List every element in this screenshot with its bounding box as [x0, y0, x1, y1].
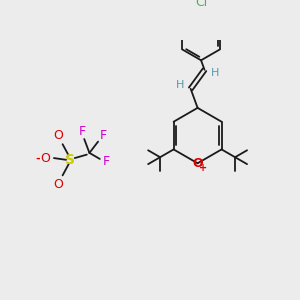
- Text: O: O: [53, 129, 63, 142]
- Text: O: O: [40, 152, 50, 165]
- Text: Cl: Cl: [195, 0, 207, 9]
- Text: F: F: [79, 125, 86, 138]
- Text: O: O: [192, 157, 203, 170]
- Text: O: O: [53, 178, 63, 190]
- Text: F: F: [100, 129, 107, 142]
- Text: H: H: [176, 80, 184, 90]
- Text: +: +: [199, 164, 207, 173]
- Text: S: S: [65, 153, 75, 167]
- Text: -: -: [35, 154, 40, 164]
- Text: F: F: [103, 155, 110, 168]
- Text: H: H: [211, 68, 219, 78]
